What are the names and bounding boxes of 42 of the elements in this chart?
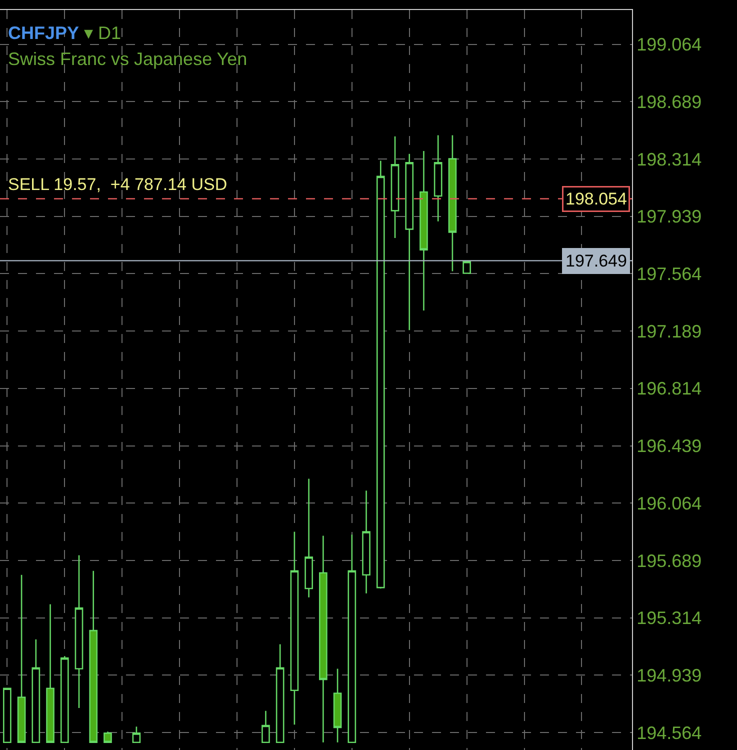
text: CHFJPY ▾ D1 xyxy=(8,23,122,43)
y-tick-label: 196.064 xyxy=(636,493,702,514)
y-tick-label: 196.439 xyxy=(636,436,702,456)
candlestick xyxy=(17,574,26,743)
candlestick xyxy=(376,160,385,590)
candlestick xyxy=(390,136,400,239)
candlestick xyxy=(448,134,457,272)
y-tick-label: 196.814 xyxy=(636,378,702,399)
text: Swiss Franc vs Japanese Yen xyxy=(8,49,248,69)
candlestick xyxy=(434,134,442,222)
candlestick xyxy=(104,731,112,743)
annotation: SELL 19.57, +4 787.14 USD xyxy=(8,175,228,194)
y-tick-label: 198.314 xyxy=(636,149,702,170)
ref-line-label: 197.649 xyxy=(566,252,627,270)
y-tick-label: 197.939 xyxy=(636,206,702,227)
candlestick xyxy=(420,150,428,312)
candlestick xyxy=(74,554,84,709)
candlestick xyxy=(32,638,40,743)
candlestick xyxy=(319,535,328,743)
candlestick xyxy=(132,726,141,743)
candlestick xyxy=(462,260,471,274)
y-tick-label: 197.189 xyxy=(636,321,702,342)
candlestick xyxy=(348,534,356,743)
candlestick xyxy=(89,570,98,743)
y-tick-label: 195.314 xyxy=(636,608,702,628)
candlestick xyxy=(262,710,270,743)
candlestick xyxy=(3,688,12,743)
y-tick-label: 199.064 xyxy=(636,34,702,55)
candlestick xyxy=(362,490,370,594)
y-tick-label: 194.939 xyxy=(636,666,702,686)
y-tick-label: 198.689 xyxy=(636,92,702,112)
y-tick-label: 195.689 xyxy=(636,550,702,571)
y-tick-label: 194.564 xyxy=(636,722,702,743)
candlestick xyxy=(60,655,69,743)
candlestick xyxy=(304,478,313,598)
candlestick xyxy=(405,153,414,331)
candlestick xyxy=(276,644,284,743)
candlestick xyxy=(46,604,54,743)
y-tick-label: 197.564 xyxy=(636,264,702,284)
candlestick xyxy=(333,668,342,743)
ref-line-label: 198.054 xyxy=(566,190,627,208)
candlestick xyxy=(290,531,299,726)
